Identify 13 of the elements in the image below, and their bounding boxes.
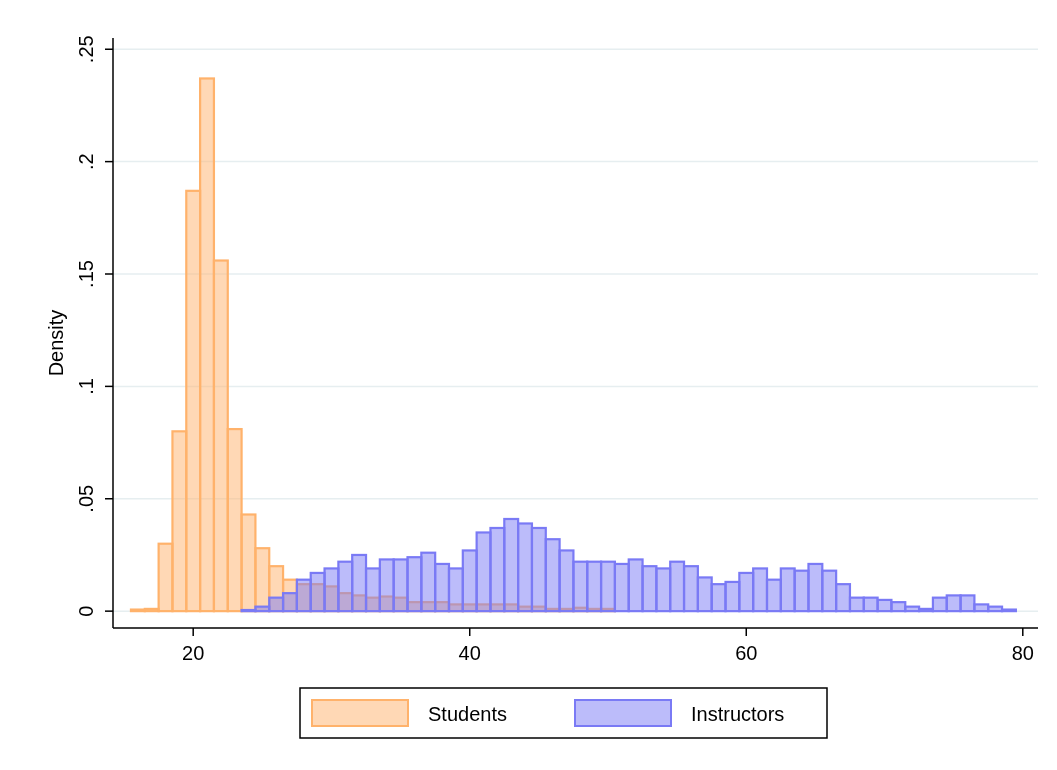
y-tick-label: .15 <box>75 260 97 288</box>
x-tick-label: 20 <box>182 642 205 664</box>
legend-label: Students <box>428 703 507 725</box>
y-tick-label: .1 <box>75 378 97 395</box>
legend-label: Instructors <box>691 703 785 725</box>
y-tick-label: 0 <box>75 605 97 617</box>
x-tick-label: 60 <box>735 642 758 664</box>
y-tick-label: .2 <box>75 153 97 170</box>
y-tick-label: .25 <box>75 35 97 64</box>
x-tick-label: 40 <box>458 642 481 664</box>
y-axis-title: Density <box>45 309 67 377</box>
x-tick-label: 80 <box>1011 642 1034 664</box>
y-tick-label: .05 <box>75 484 97 513</box>
